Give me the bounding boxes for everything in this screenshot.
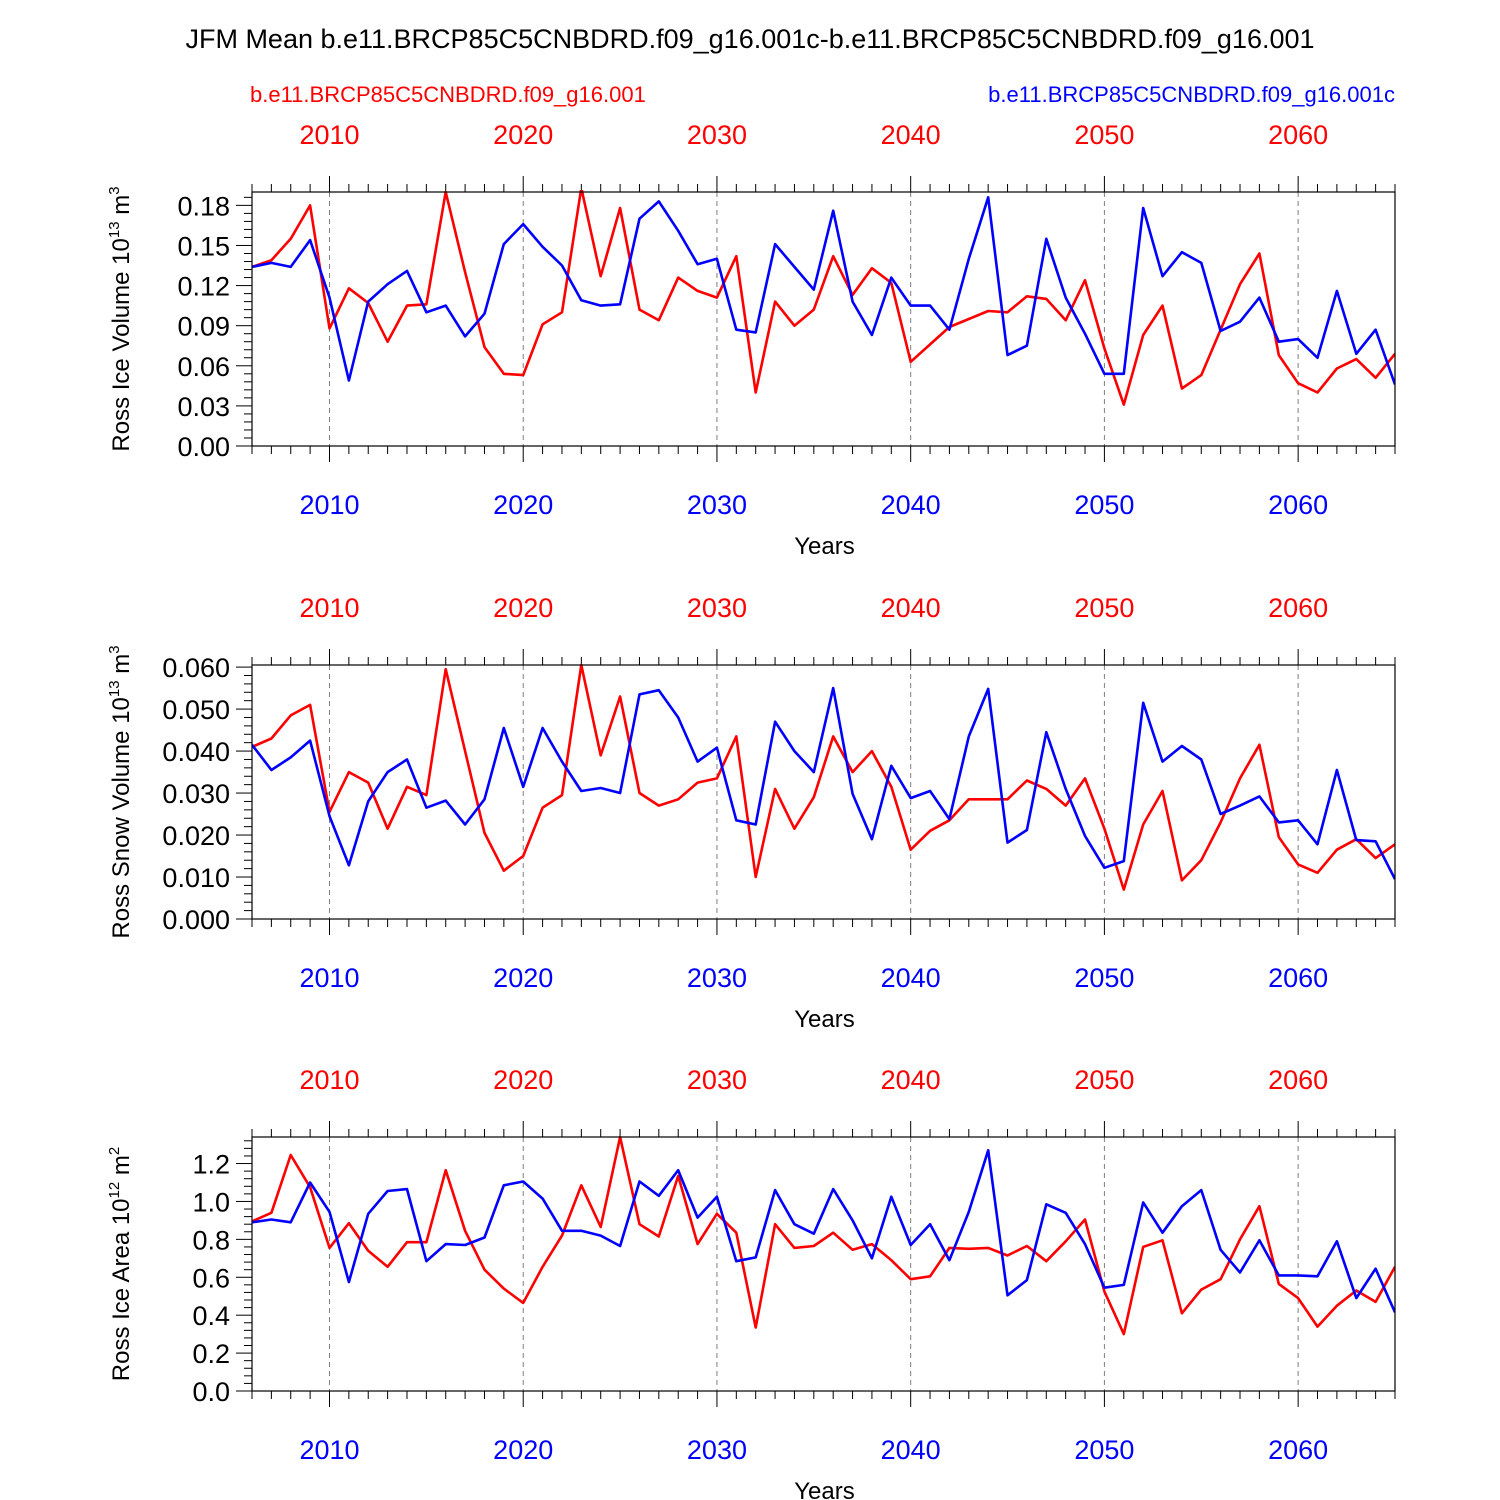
ross-snow-volume-y-axis-label: Ross Snow Volume 1013 m3 bbox=[106, 645, 135, 938]
ross-ice-area-top-year-label: 2040 bbox=[881, 1065, 941, 1095]
ross-ice-volume-y-tick-label: 0.03 bbox=[177, 392, 230, 422]
ross-snow-volume-x-axis-label: Years bbox=[794, 1006, 855, 1033]
ross-snow-volume-y-tick-label: 0.010 bbox=[162, 863, 230, 893]
ross-ice-area-bottom-year-label: 2040 bbox=[881, 1435, 941, 1465]
ross-ice-volume-bottom-year-label: 2060 bbox=[1268, 490, 1328, 520]
ross-snow-volume-y-tick-label: 0.020 bbox=[162, 821, 230, 851]
ross-ice-area-y-tick-label: 0.4 bbox=[192, 1301, 230, 1331]
ross-ice-volume-top-year-label: 2030 bbox=[687, 120, 747, 150]
ross-ice-area-top-year-label: 2030 bbox=[687, 1065, 747, 1095]
ross-ice-volume-y-tick-label: 0.18 bbox=[177, 191, 230, 221]
ross-ice-area-top-year-label: 2050 bbox=[1074, 1065, 1134, 1095]
ross-ice-volume-bottom-year-label: 2030 bbox=[687, 490, 747, 520]
ross-ice-volume-bottom-year-label: 2040 bbox=[881, 490, 941, 520]
ross-ice-volume-y-tick-label: 0.09 bbox=[177, 312, 230, 342]
ross-ice-volume-series-red bbox=[252, 190, 1395, 406]
ross-ice-area-panel: 0.0 0.2 0.4 0.6 0.8 1.0 1.2 2010 2010 2020 2020 203… bbox=[106, 1065, 1396, 1500]
ross-ice-volume-top-year-label: 2010 bbox=[299, 120, 359, 150]
ross-snow-volume-bottom-year-label: 2060 bbox=[1268, 963, 1328, 993]
ross-snow-volume-series-red bbox=[252, 663, 1395, 891]
ross-ice-area-y-tick-label: 0.0 bbox=[192, 1377, 230, 1407]
ross-snow-volume-bottom-year-label: 2030 bbox=[687, 963, 747, 993]
ross-ice-area-y-tick-label: 1.0 bbox=[192, 1187, 230, 1217]
ross-snow-volume-bottom-year-label: 2010 bbox=[299, 963, 359, 993]
ross-snow-volume-plot-frame bbox=[251, 664, 1396, 920]
ross-snow-volume-top-year-label: 2030 bbox=[687, 593, 747, 623]
ross-ice-volume-top-year-label: 2050 bbox=[1074, 120, 1134, 150]
ross-snow-volume-bottom-year-label: 2050 bbox=[1074, 963, 1134, 993]
ross-ice-area-bottom-year-label: 2060 bbox=[1268, 1435, 1328, 1465]
ross-ice-volume-y-tick-label: 0.12 bbox=[177, 272, 230, 302]
ross-ice-area-plot-frame bbox=[251, 1136, 1396, 1392]
ross-ice-area-bottom-year-label: 2020 bbox=[493, 1435, 553, 1465]
ross-snow-volume-y-tick-label: 0.040 bbox=[162, 737, 230, 767]
ross-ice-area-y-axis-label: Ross Ice Area 1012 m2 bbox=[106, 1147, 135, 1381]
ross-snow-volume-bottom-year-label: 2020 bbox=[493, 963, 553, 993]
ross-ice-area-bottom-year-label: 2050 bbox=[1074, 1435, 1134, 1465]
ross-ice-area-y-tick-label: 0.6 bbox=[192, 1263, 230, 1293]
ross-snow-volume-panel: 0.000 0.010 0.020 0.030 0.040 0.050 0.060 2010 2… bbox=[106, 593, 1396, 1033]
ross-ice-volume-bottom-year-label: 2010 bbox=[299, 490, 359, 520]
ross-ice-area-top-year-label: 2060 bbox=[1268, 1065, 1328, 1095]
ross-ice-area-x-axis-label: Years bbox=[794, 1478, 855, 1500]
ross-ice-area-y-tick-label: 1.2 bbox=[192, 1150, 230, 1180]
ross-snow-volume-top-year-label: 2010 bbox=[299, 593, 359, 623]
ross-snow-volume-y-tick-label: 0.030 bbox=[162, 779, 230, 809]
ross-snow-volume-bottom-year-label: 2040 bbox=[881, 963, 941, 993]
ross-ice-volume-panel: 0.00 0.03 0.06 0.09 0.12 0.15 0.18 2010 2010 2020… bbox=[106, 120, 1396, 560]
ross-ice-volume-y-axis-label: Ross Ice Volume 1013 m3 bbox=[106, 186, 135, 451]
ross-ice-area-top-year-label: 2010 bbox=[299, 1065, 359, 1095]
ross-snow-volume-y-tick-label: 0.060 bbox=[162, 653, 230, 683]
ross-ice-area-series-red bbox=[252, 1135, 1395, 1336]
ross-ice-area-top-year-label: 2020 bbox=[493, 1065, 553, 1095]
ross-ice-volume-bottom-year-label: 2020 bbox=[493, 490, 553, 520]
main-title: JFM Mean b.e11.BRCP85C5CNBDRD.f09_g16.00… bbox=[185, 24, 1314, 54]
ross-ice-volume-y-tick-label: 0.00 bbox=[177, 432, 230, 462]
ross-ice-area-y-tick-label: 0.2 bbox=[192, 1339, 230, 1369]
ross-snow-volume-top-year-label: 2020 bbox=[493, 593, 553, 623]
ross-ice-area-bottom-year-label: 2030 bbox=[687, 1435, 747, 1465]
ross-snow-volume-top-year-label: 2050 bbox=[1074, 593, 1134, 623]
legend-red-case-label: b.e11.BRCP85C5CNBDRD.f09_g16.001 bbox=[250, 82, 646, 107]
ross-snow-volume-top-year-label: 2040 bbox=[881, 593, 941, 623]
ross-ice-volume-top-year-label: 2060 bbox=[1268, 120, 1328, 150]
ross-ice-volume-top-year-label: 2040 bbox=[881, 120, 941, 150]
ross-snow-volume-y-tick-label: 0.000 bbox=[162, 905, 230, 935]
ross-ice-volume-bottom-year-label: 2050 bbox=[1074, 490, 1134, 520]
ross-ice-volume-y-tick-label: 0.06 bbox=[177, 352, 230, 382]
ross-ice-volume-x-axis-label: Years bbox=[794, 533, 855, 560]
legend-blue-case-label: b.e11.BRCP85C5CNBDRD.f09_g16.001c bbox=[988, 82, 1395, 107]
ross-ice-volume-plot-frame bbox=[251, 191, 1396, 447]
ross-ice-volume-series-blue bbox=[252, 196, 1395, 385]
ross-snow-volume-series-blue bbox=[252, 686, 1395, 880]
ross-ice-volume-top-year-label: 2020 bbox=[493, 120, 553, 150]
ross-ice-area-y-tick-label: 0.8 bbox=[192, 1225, 230, 1255]
ross-ice-volume-y-tick-label: 0.15 bbox=[177, 231, 230, 261]
ross-ice-area-series-blue bbox=[252, 1149, 1395, 1313]
ross-snow-volume-top-year-label: 2060 bbox=[1268, 593, 1328, 623]
ross-snow-volume-y-tick-label: 0.050 bbox=[162, 695, 230, 725]
ross-ice-area-bottom-year-label: 2010 bbox=[299, 1435, 359, 1465]
